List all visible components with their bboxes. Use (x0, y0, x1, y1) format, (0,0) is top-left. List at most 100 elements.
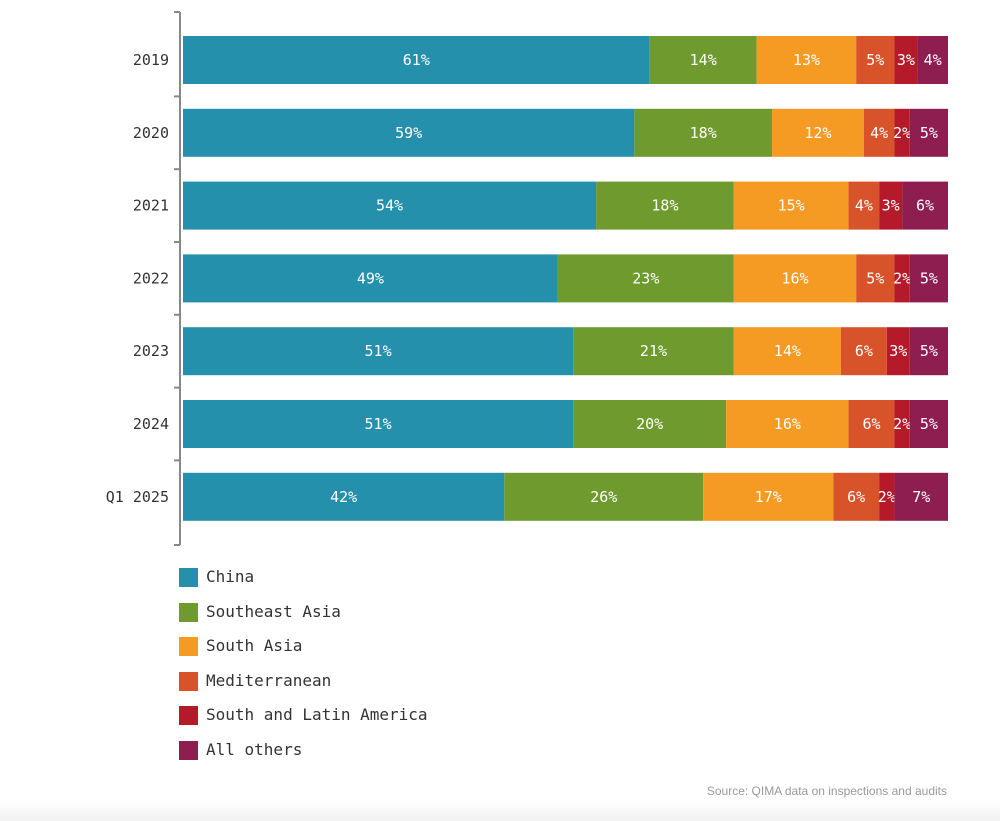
bar-segment (848, 400, 895, 448)
data-label: 21% (640, 342, 667, 360)
legend-swatch (179, 637, 198, 656)
bar-segment (886, 327, 910, 376)
bar-segment (909, 400, 948, 448)
data-label: 16% (774, 415, 801, 433)
legend-swatch (179, 706, 198, 725)
legend-swatch (179, 671, 198, 691)
data-label: 7% (912, 488, 930, 506)
category-label: Q1 2025 (106, 488, 169, 506)
data-label: 26% (590, 488, 617, 506)
bar-segment (596, 181, 734, 230)
bar-segment (909, 327, 948, 376)
bar-segment (703, 472, 834, 521)
bar-segment (894, 400, 910, 448)
bar-segment (894, 108, 910, 157)
bar-segment (894, 254, 910, 303)
category-label: 2024 (133, 415, 169, 433)
legend-label: China (206, 567, 255, 586)
data-label: 5% (866, 269, 884, 287)
category-label: 2022 (133, 269, 169, 287)
data-label: 3% (889, 342, 907, 360)
data-label: 16% (781, 269, 808, 287)
data-label: 42% (330, 488, 357, 506)
bar-segment (183, 36, 650, 84)
category-label: 2023 (133, 342, 169, 360)
data-label: 3% (882, 197, 900, 215)
bar-segment (726, 400, 849, 448)
bar-segment (183, 108, 635, 157)
bar-segment (733, 254, 857, 303)
data-label: 51% (365, 342, 392, 360)
legend-label: South and Latin America (206, 705, 428, 724)
data-label: 49% (357, 269, 384, 287)
bar-segment (909, 108, 948, 157)
chart-plot: 2019 61% 14% 13% 5% 3% 4% 2020 59% 18% 12% 4% 2% 5% 20… (106, 11, 948, 546)
data-label: 4% (870, 124, 888, 142)
legend-label: All others (206, 739, 303, 759)
data-label: 20% (636, 415, 663, 433)
bar-segment (879, 472, 895, 521)
bar-segment (183, 472, 505, 521)
bottom-fade (0, 800, 1000, 821)
data-label: 17% (755, 488, 782, 506)
data-label: 5% (920, 342, 938, 360)
data-label: 18% (690, 124, 717, 142)
bar-segment (856, 254, 895, 303)
data-label: 4% (924, 51, 942, 69)
bar-segment (733, 327, 841, 376)
data-label: 13% (793, 51, 820, 69)
bar-segment (634, 108, 773, 157)
bar-segment (856, 36, 895, 84)
category-label: 2021 (133, 197, 169, 215)
data-label: 2% (893, 124, 911, 142)
legend-label: Mediterranean (206, 670, 332, 690)
bar-segment (557, 254, 734, 303)
bar-segment (863, 108, 895, 157)
data-label: 2% (878, 488, 896, 506)
data-label: 3% (897, 51, 915, 69)
bar-segment (504, 472, 704, 521)
data-label: 2% (893, 269, 911, 287)
data-label: 61% (403, 51, 430, 69)
bar-segment (848, 181, 880, 230)
bar-segment (183, 181, 597, 230)
data-label: 54% (376, 197, 403, 215)
bar-segment (183, 254, 558, 303)
data-label: 6% (916, 197, 934, 215)
bar-segment (909, 254, 948, 303)
source-note: Source: QIMA data on inspections and aud… (706, 784, 947, 798)
bar-segment (772, 108, 864, 157)
bar-segment (902, 181, 948, 230)
bar-segment (573, 327, 734, 376)
legend-swatch (179, 568, 198, 587)
data-label: 51% (365, 415, 392, 433)
legend-swatch (179, 740, 198, 760)
legend-swatch (179, 602, 198, 622)
bar-segment (649, 36, 757, 84)
legend-label: Southeast Asia (206, 601, 341, 621)
bar-segment (833, 472, 880, 521)
data-label: 6% (847, 488, 865, 506)
bar-segment (917, 36, 948, 84)
data-label: 23% (632, 269, 659, 287)
data-label: 6% (862, 415, 880, 433)
bar-segment (894, 472, 948, 521)
data-label: 5% (866, 51, 884, 69)
data-label: 59% (395, 124, 422, 142)
data-label: 12% (804, 124, 831, 142)
data-label: 5% (920, 124, 938, 142)
legend-label: South Asia (206, 636, 303, 655)
data-label: 5% (920, 415, 938, 433)
data-label: 18% (651, 197, 678, 215)
data-label: 14% (690, 51, 717, 69)
bar-segment (840, 327, 887, 376)
category-label: 2019 (133, 51, 169, 69)
category-label: 2020 (133, 124, 169, 142)
bar-segment (733, 181, 849, 230)
data-label: 2% (893, 415, 911, 433)
data-label: 6% (855, 342, 873, 360)
data-label: 4% (855, 197, 873, 215)
bar-segment (183, 400, 574, 448)
bar-segment (879, 181, 903, 230)
